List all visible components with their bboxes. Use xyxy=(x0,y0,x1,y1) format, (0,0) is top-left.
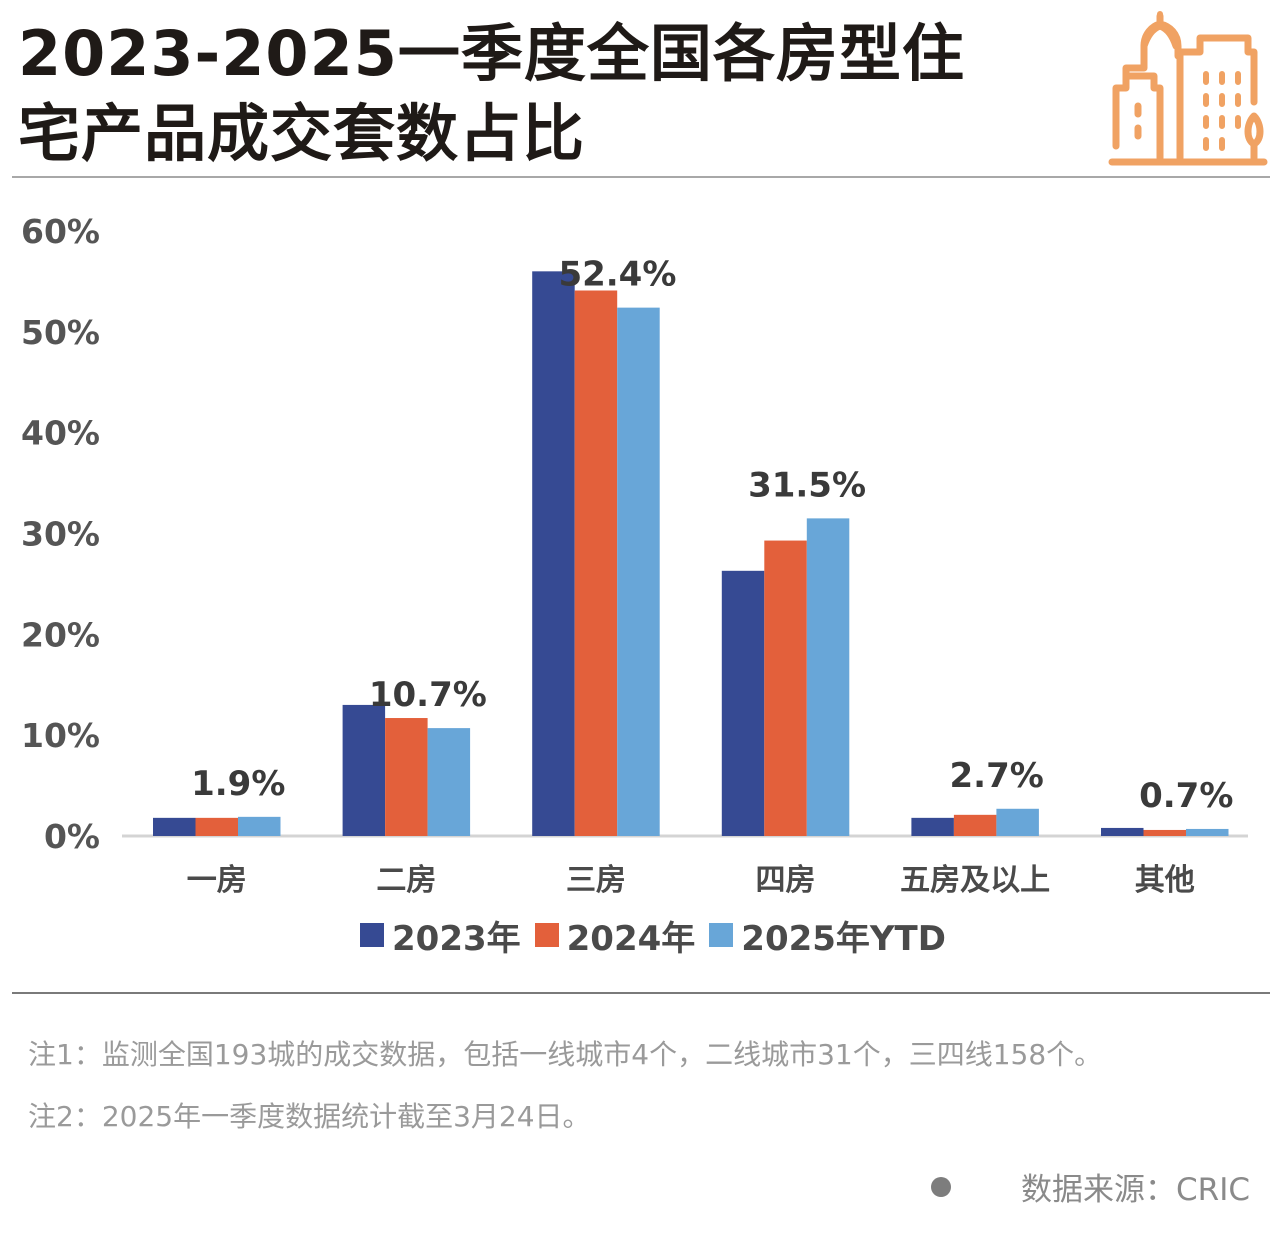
y-tick-label: 0% xyxy=(44,817,100,856)
legend-item-2025: 2025年YTD xyxy=(709,911,946,960)
bar-2025-3 xyxy=(806,518,850,836)
title-line-2: 宅产品成交套数占比 xyxy=(18,97,586,170)
legend-label-2023: 2023年 xyxy=(392,918,521,959)
legend-swatch-2025 xyxy=(709,923,734,947)
legend-label-2025: 2025年YTD xyxy=(741,918,946,959)
x-category-label: 二房 xyxy=(376,863,436,898)
chart-legend: 2023年 2024年 2025年YTD xyxy=(360,910,960,960)
bar-2025-0 xyxy=(238,816,281,836)
notes-divider xyxy=(12,992,1270,994)
y-tick-label: 50% xyxy=(21,313,100,352)
bar-2025-4 xyxy=(996,808,1039,836)
bar-2024-4 xyxy=(953,814,997,836)
bar-2024-3 xyxy=(764,540,807,836)
legend-swatch-2023 xyxy=(360,923,384,947)
legend-item-2024: 2024年 xyxy=(534,911,696,960)
legend-item-2023: 2023年 xyxy=(360,911,521,960)
bar-2024-5 xyxy=(1143,829,1186,836)
legend-swatch-2024 xyxy=(534,923,559,947)
bar-2023-4 xyxy=(911,817,954,836)
bar-2023-2 xyxy=(532,271,575,836)
data-label: 31.5% xyxy=(748,465,866,505)
bar-2024-1 xyxy=(385,718,428,836)
bar-2024-0 xyxy=(195,817,238,836)
y-tick-label: 10% xyxy=(21,716,100,755)
data-label: 1.9% xyxy=(191,764,285,804)
title-line-1: 2023-2025一季度全国各房型住 xyxy=(18,17,965,90)
x-category-label: 其他 xyxy=(1135,863,1195,898)
page-title: 2023-2025一季度全国各房型住 宅产品成交套数占比 xyxy=(18,14,1098,174)
legend-label-2024: 2024年 xyxy=(566,918,696,959)
data-source: 数据来源：CRIC xyxy=(931,1164,1250,1209)
data-label: 10.7% xyxy=(369,675,487,715)
bullet-dot-icon xyxy=(931,1176,952,1197)
header-divider xyxy=(12,176,1270,178)
y-tick-label: 30% xyxy=(21,515,100,554)
bar-2023-0 xyxy=(153,817,196,836)
bar-2025-1 xyxy=(427,728,471,836)
x-category-label: 四房 xyxy=(756,863,816,898)
notes-section: 注1：监测全国193城的成交数据，包括一线城市4个，二线城市31个，三四线158… xyxy=(28,1024,1268,1148)
bar-2024-2 xyxy=(574,290,618,836)
note-2: 注2：2025年一季度数据统计截至3月24日。 xyxy=(28,1100,591,1133)
city-buildings-icon xyxy=(1104,6,1270,172)
bar-2023-1 xyxy=(342,704,386,836)
x-category-label: 一房 xyxy=(187,863,247,898)
bar-2023-5 xyxy=(1101,827,1144,836)
bar-2025-2 xyxy=(617,307,660,837)
data-label: 0.7% xyxy=(1139,776,1233,816)
bar-chart: 0% 10% 20% 30% 40% 50% 60% 一房 二房 三房 四房 五房及以上 其他 1.9% 1… xyxy=(21,212,1248,898)
x-category-label: 三房 xyxy=(566,863,626,898)
y-tick-label: 60% xyxy=(21,212,100,251)
source-text: 数据来源：CRIC xyxy=(1021,1172,1250,1208)
y-tick-label: 40% xyxy=(21,414,100,453)
y-tick-label: 20% xyxy=(21,615,100,654)
x-category-label: 五房及以上 xyxy=(900,863,1050,898)
data-label: 52.4% xyxy=(558,255,676,295)
bar-2023-3 xyxy=(721,570,765,836)
note-1: 注1：监测全国193城的成交数据，包括一线城市4个，二线城市31个，三四线158… xyxy=(28,1038,1103,1071)
data-label: 2.7% xyxy=(950,756,1044,796)
bar-2025-5 xyxy=(1186,828,1229,836)
